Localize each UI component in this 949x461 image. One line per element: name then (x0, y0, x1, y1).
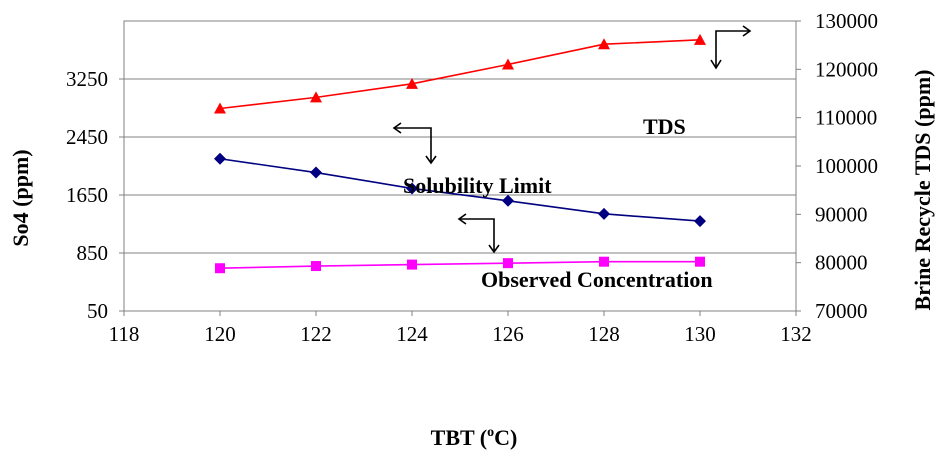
y-right-tick-label: 80000 (815, 251, 868, 275)
y-left-tick-label: 2450 (66, 125, 108, 149)
annotation-observed-concentration: Observed Concentration (481, 267, 713, 292)
series-line-tds (219, 39, 701, 110)
arrow-tds-right-axis (710, 25, 752, 70)
data-point-observed-concentration (311, 261, 321, 272)
x-tick-label: 122 (300, 322, 332, 346)
data-point-tds (694, 33, 706, 45)
series-group (214, 33, 706, 274)
tick-labels: 50 850 1650 2450 3250 70000 80000 90000 100000 11… (66, 9, 878, 346)
x-axis-title-superscript: o (487, 425, 494, 440)
data-point-observed-concentration (215, 263, 225, 274)
x-tick-label: 132 (780, 322, 812, 346)
y-right-tick-label: 100000 (815, 154, 878, 178)
axes (119, 20, 801, 316)
arrow-observed-left-axis (457, 213, 500, 254)
y-left-tick-label: 3250 (66, 67, 108, 91)
x-tick-label: 124 (396, 322, 428, 346)
y-left-tick-label: 1650 (66, 183, 108, 207)
data-point-solubility-limit (310, 166, 322, 179)
y-right-tick-label: 120000 (815, 57, 878, 81)
data-point-observed-concentration (407, 259, 417, 270)
y-right-axis-title: Brine Recycle TDS (ppm) (910, 70, 935, 311)
data-point-solubility-limit (406, 182, 418, 195)
data-point-observed-concentration (599, 256, 609, 267)
y-right-tick-label: 130000 (815, 9, 878, 33)
x-tick-label: 126 (492, 322, 524, 346)
data-point-observed-concentration (695, 256, 705, 267)
x-axis-title-main: TBT ( (431, 425, 487, 450)
y-left-axis-title: So4 (ppm) (8, 149, 33, 246)
series-line-observed-concentration (219, 260, 700, 270)
x-tick-label: 118 (109, 322, 140, 346)
series-line-solubility-limit (219, 157, 701, 222)
x-axis-title: TBT (oC) (431, 425, 518, 450)
data-point-observed-concentration (503, 258, 513, 269)
data-point-solubility-limit (694, 215, 706, 228)
annotation-tds: TDS (643, 114, 686, 139)
y-right-tick-label: 70000 (815, 299, 868, 323)
data-point-solubility-limit (502, 194, 514, 207)
x-tick-label: 130 (684, 322, 716, 346)
y-right-tick-label: 110000 (815, 106, 877, 130)
y-left-tick-label: 850 (77, 241, 109, 265)
y-right-tick-label: 90000 (815, 202, 868, 226)
data-point-tds (406, 77, 418, 89)
data-point-tds (598, 38, 610, 50)
data-point-solubility-limit (214, 152, 226, 165)
data-point-tds (214, 102, 226, 114)
data-point-solubility-limit (598, 207, 610, 220)
data-point-tds (502, 58, 514, 70)
annotation-solubility-limit: Solubility Limit (403, 173, 552, 198)
arrow-solubility-left-axis (392, 122, 437, 165)
x-axis-title-unit: C) (494, 425, 517, 450)
x-tick-label: 120 (204, 322, 236, 346)
y-left-tick-label: 50 (87, 299, 108, 323)
data-point-tds (310, 91, 322, 103)
x-tick-label: 128 (588, 322, 620, 346)
